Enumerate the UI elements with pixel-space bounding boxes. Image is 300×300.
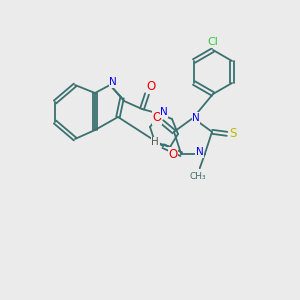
Text: N: N — [192, 113, 200, 123]
Text: N: N — [109, 77, 117, 87]
Text: N: N — [160, 107, 168, 117]
Text: S: S — [229, 127, 237, 140]
Text: N: N — [196, 147, 204, 157]
Text: O: O — [168, 148, 178, 160]
Text: CH₃: CH₃ — [189, 172, 206, 181]
Text: O: O — [152, 111, 162, 124]
Text: H: H — [152, 137, 159, 147]
Text: Cl: Cl — [208, 37, 218, 47]
Text: O: O — [146, 80, 156, 94]
